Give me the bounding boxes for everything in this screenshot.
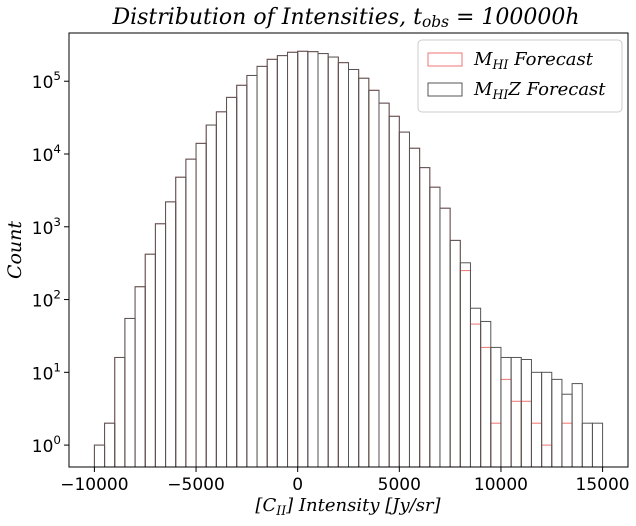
x-tick-label: 5000 (378, 475, 421, 495)
legend-swatch (427, 82, 463, 97)
y-tick-label: 102 (32, 287, 61, 312)
legend-label: MHIZ Forecast (473, 79, 606, 102)
x-tick-label: 10000 (474, 475, 528, 495)
x-tick-label: −10000 (60, 475, 128, 495)
legend-label: MHI Forecast (473, 49, 594, 72)
chart-title: Distribution of Intensities, tobs = 1000… (111, 5, 579, 31)
y-tick-label: 104 (32, 142, 61, 167)
plot-frame (68, 32, 629, 468)
y-tick-label: 103 (32, 214, 61, 239)
legend-box (417, 39, 623, 113)
y-tick-label: 105 (32, 69, 61, 94)
x-tick-label: −5000 (167, 475, 225, 495)
x-tick-label: 0 (292, 475, 303, 495)
x-tick-label: 15000 (576, 475, 630, 495)
y-tick-label: 100 (32, 433, 61, 458)
legend-swatch (427, 52, 463, 67)
x-axis-label: [CII] Intensity [Jy/sr] (255, 495, 441, 518)
y-axis-label: Count (4, 221, 26, 279)
y-tick-label: 101 (32, 360, 61, 385)
